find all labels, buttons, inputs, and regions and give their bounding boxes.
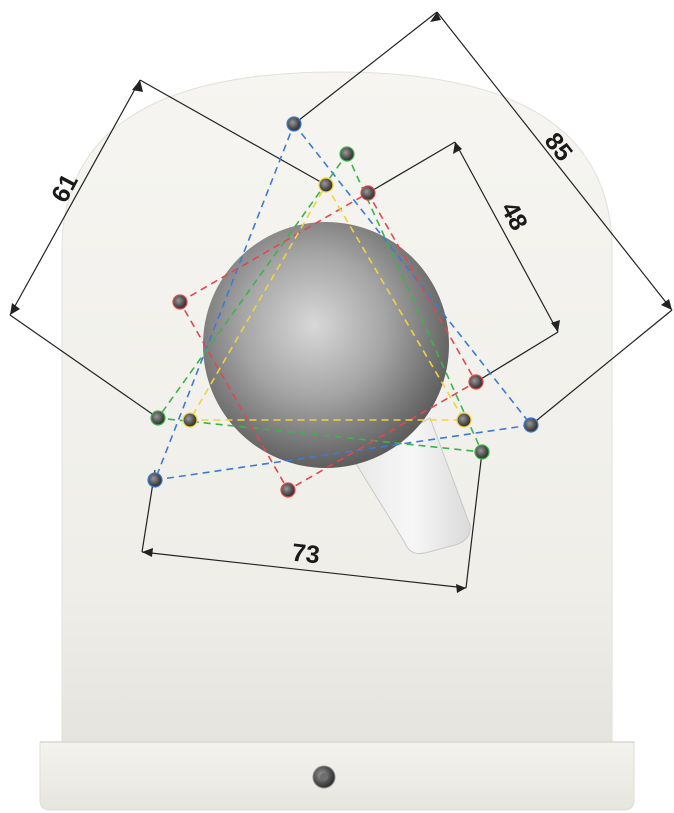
dim-85-ext-bottom — [530, 309, 673, 426]
dim-73-ext-right — [465, 451, 483, 589]
ball-joint-sphere — [203, 222, 449, 468]
base-screw-center — [320, 773, 328, 781]
hole-icon — [468, 374, 484, 390]
dim-61-ext-top — [139, 79, 327, 186]
dim-48-ext-top — [367, 141, 456, 194]
hole-icon — [147, 472, 163, 488]
hole-icon — [286, 116, 302, 132]
hole-pattern-yellow — [188, 183, 466, 421]
hole-icon — [456, 412, 472, 428]
hole-icon — [360, 185, 376, 201]
bracket-base — [39, 741, 635, 811]
dim-85-ext-top — [293, 11, 438, 125]
hole-icon — [280, 482, 296, 498]
hole-icon — [172, 294, 188, 310]
hole-icon — [318, 177, 334, 193]
dim-61-line — [9, 79, 141, 316]
dimension-arrowheads — [10, 12, 672, 593]
dimension-lines — [9, 11, 673, 589]
dim-61-ext-bottom — [9, 314, 159, 419]
dim-85-line — [436, 11, 673, 311]
dim-48-line — [454, 141, 559, 333]
hole-icon — [523, 417, 539, 433]
dim-73-line — [141, 551, 467, 589]
mounting-holes — [147, 116, 539, 498]
dimension-label-73: 73 — [291, 539, 322, 570]
hole-icon — [150, 410, 166, 426]
hole-icon — [182, 412, 198, 428]
hole-icon — [339, 146, 355, 162]
hole-pattern-blue — [153, 122, 533, 481]
hole-icon — [474, 444, 490, 460]
